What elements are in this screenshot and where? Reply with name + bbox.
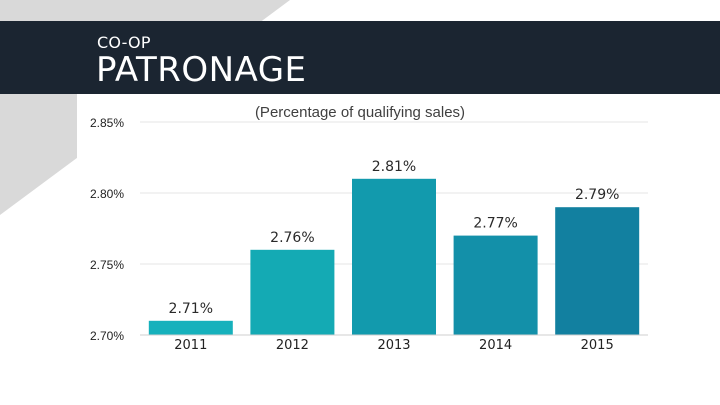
- x-tick-label: 2014: [479, 338, 512, 353]
- bar-2011: [148, 320, 233, 335]
- data-label: 2.81%: [372, 159, 416, 175]
- chart-title: (Percentage of qualifying sales): [255, 104, 465, 121]
- bar-2014: [453, 235, 538, 335]
- y-tick-label: 2.85%: [90, 116, 124, 130]
- data-label: 2.76%: [270, 230, 314, 246]
- data-label: 2.71%: [169, 301, 213, 317]
- x-tick-label: 2012: [276, 338, 309, 353]
- y-tick-label: 2.70%: [90, 329, 124, 343]
- header-band: [0, 21, 720, 94]
- data-label: 2.77%: [473, 216, 517, 232]
- header-title: PATRONAGE: [96, 50, 307, 90]
- bar-2015: [555, 207, 640, 335]
- bar-2012: [250, 249, 335, 335]
- x-tick-label: 2015: [581, 338, 614, 353]
- y-tick-label: 2.80%: [90, 187, 124, 201]
- header-subtitle: CO-OP: [97, 33, 151, 52]
- data-label: 2.79%: [575, 187, 619, 203]
- x-tick-label: 2013: [377, 338, 410, 353]
- bar-2013: [352, 178, 436, 335]
- y-tick-label: 2.75%: [90, 258, 124, 272]
- x-tick-label: 2011: [174, 338, 207, 353]
